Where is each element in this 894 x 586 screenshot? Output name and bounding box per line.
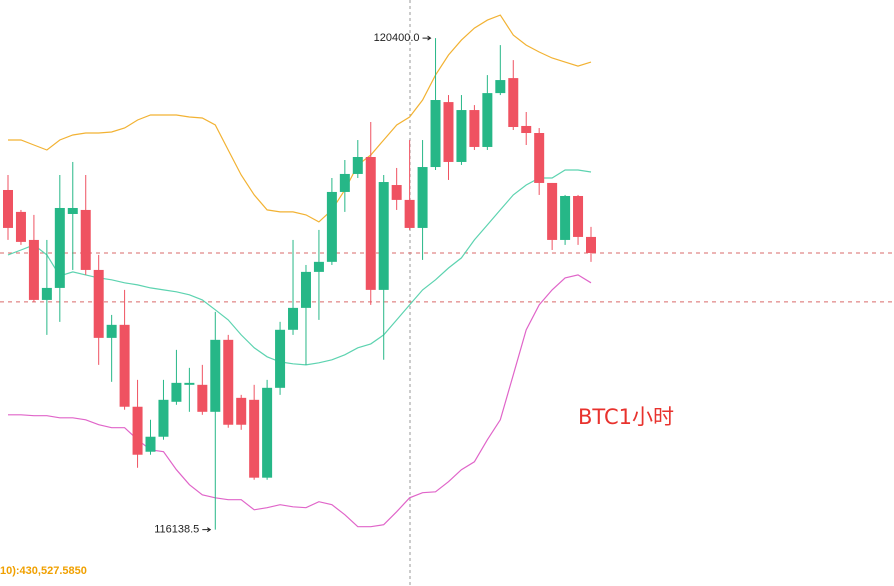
candle-body: [288, 307, 299, 330]
candle-body: [313, 261, 324, 272]
candle-body: [236, 397, 247, 425]
candle-body: [300, 271, 311, 308]
candle-body: [560, 195, 571, 240]
indicator-text: 10):430,527.5850: [0, 565, 87, 577]
candle-body: [482, 93, 493, 147]
candle-body: [15, 211, 26, 242]
candle-body: [456, 110, 467, 162]
chart-title: BTC1小时: [578, 405, 674, 429]
candle-body: [197, 384, 208, 412]
candle-body: [132, 406, 143, 455]
candle-body: [210, 339, 221, 412]
candle-body: [430, 100, 441, 168]
candle-body: [275, 329, 286, 388]
candle-body: [67, 207, 78, 214]
candle-body: [495, 80, 506, 94]
candle-body: [326, 191, 337, 262]
candle-body: [404, 199, 415, 228]
candle-body: [3, 189, 13, 228]
candle-body: [93, 269, 104, 338]
candle-body: [28, 239, 39, 300]
candle-body: [417, 167, 428, 228]
band-line: [8, 274, 592, 528]
candle-body: [378, 182, 389, 290]
candle-body: [534, 133, 545, 183]
candle-body: [547, 182, 558, 240]
candle-body: [365, 156, 376, 290]
candle-body: [54, 207, 65, 288]
candle-body: [443, 102, 454, 162]
min-label-arrow: [202, 527, 212, 533]
candle-body: [391, 185, 402, 200]
candle-body: [223, 339, 234, 425]
candle-body: [521, 125, 532, 134]
candle-body: [508, 78, 519, 128]
candle-body: [339, 173, 350, 192]
candle-body: [119, 324, 130, 407]
band-line: [7, 169, 592, 366]
candle-body: [106, 324, 117, 338]
candle-body: [145, 436, 156, 452]
max-label-arrow: [422, 35, 432, 41]
candle-body: [573, 195, 584, 237]
max-label: 120400.0: [374, 32, 420, 44]
candle-body: [80, 209, 91, 270]
candle-body: [586, 236, 596, 253]
candle-body: [352, 156, 363, 174]
band-line: [8, 14, 592, 223]
candle-body: [171, 382, 182, 402]
candle-body: [158, 399, 169, 437]
candle-body: [262, 387, 273, 478]
candle-body: [249, 399, 260, 478]
candle-body: [41, 287, 52, 300]
candle-body: [184, 382, 195, 385]
min-label: 116138.5: [154, 524, 199, 536]
candle-body: [469, 110, 480, 147]
